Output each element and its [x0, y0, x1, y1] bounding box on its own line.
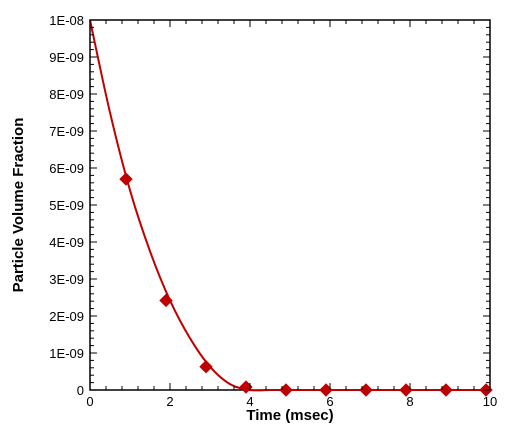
y-axis-title: Particle Volume Fraction: [10, 118, 27, 293]
plot-frame: [89, 19, 491, 391]
y-tick-label: 3E-09: [49, 272, 84, 287]
y-tick-label: 8E-09: [49, 87, 84, 102]
series-line: [89, 19, 490, 392]
series-markers: [119, 172, 493, 397]
y-tick-label: 0: [77, 383, 84, 398]
series-curve: [89, 19, 490, 392]
x-tick-label: 10: [483, 394, 497, 409]
x-tick-label: 0: [86, 394, 93, 409]
data-point: [159, 293, 173, 308]
plot-area: [89, 19, 491, 391]
y-tick-label: 5E-09: [49, 198, 84, 213]
y-tick-label: 6E-09: [49, 161, 84, 176]
x-tick-label: 4: [246, 394, 253, 409]
tick-labels: 0 2 4 6 8 10 0 1E-09 2E-09 3E-09 4E-09 5E-09 6E-09 7E…: [49, 13, 497, 409]
x-axis-title: Time (msec): [246, 407, 333, 424]
y-tick-label: 1E-08: [49, 13, 84, 28]
y-tick-label: 1E-09: [49, 346, 84, 361]
y-tick-label: 9E-09: [49, 50, 84, 65]
data-point: [199, 359, 213, 374]
y-tick-label: 4E-09: [49, 235, 84, 250]
x-tick-label: 2: [166, 394, 173, 409]
y-tick-label: 7E-09: [49, 124, 84, 139]
axis-ticks: [89, 19, 491, 391]
y-tick-label: 2E-09: [49, 309, 84, 324]
x-tick-label: 6: [326, 394, 333, 409]
data-point: [119, 172, 133, 186]
x-tick-label: 8: [406, 394, 413, 409]
